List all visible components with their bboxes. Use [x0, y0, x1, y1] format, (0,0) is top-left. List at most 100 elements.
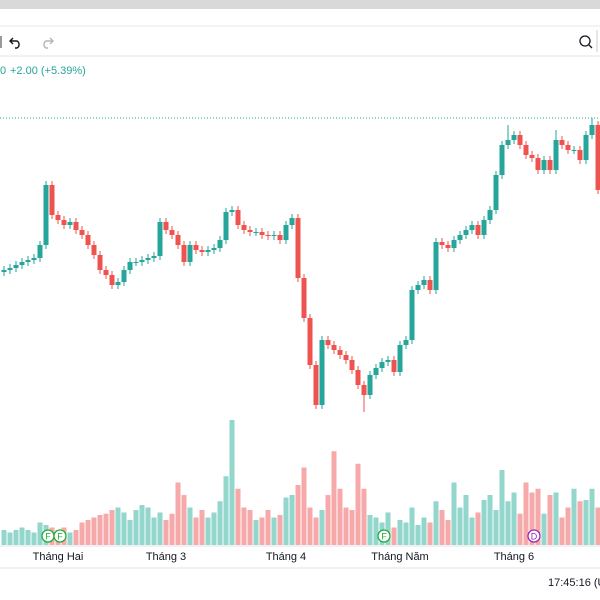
volume-bar [169, 513, 175, 545]
volume-bar [301, 467, 307, 545]
candle-body [199, 250, 205, 252]
candle-body [529, 155, 535, 158]
time-axis-label: Tháng 6 [494, 551, 534, 563]
candle-body [523, 145, 529, 155]
price-change: +2.00 (+5.39%) [10, 65, 86, 77]
candle-body [217, 240, 223, 248]
redo-button[interactable] [43, 37, 54, 49]
volume-bar [565, 507, 571, 545]
candle-body [175, 235, 181, 245]
candle-body [349, 360, 355, 370]
volume-bar [271, 517, 277, 545]
candle-body [121, 270, 127, 282]
candle-body [283, 225, 289, 240]
volume-bar [487, 495, 493, 545]
volume-bar [235, 488, 241, 545]
candle-body [259, 232, 265, 235]
volume-bar [259, 517, 265, 545]
candle-body [457, 235, 463, 240]
candle-body [583, 135, 589, 160]
candle-body [25, 260, 31, 262]
event-label: D [531, 531, 538, 541]
volume-bar [541, 513, 547, 545]
volume-bar [289, 495, 295, 545]
candle-body [451, 240, 457, 248]
candle-body [247, 230, 253, 232]
volume-bar [409, 507, 415, 545]
volume-bar [67, 532, 73, 545]
volume-bar [145, 507, 151, 545]
undo-button[interactable] [9, 37, 20, 49]
candle-body [343, 355, 349, 360]
candle-body [73, 222, 79, 230]
volume-bar [277, 515, 283, 545]
volume-bar [403, 522, 409, 545]
candle-body [403, 340, 409, 345]
candle-body [433, 242, 439, 290]
volume-bar [193, 517, 199, 545]
candle-body [13, 265, 19, 268]
candle-body [133, 262, 139, 263]
volume-bar [553, 492, 559, 545]
candle-body [151, 256, 157, 258]
volume-bar [13, 530, 19, 545]
volume-bar [481, 500, 487, 545]
volume-bar [559, 517, 565, 545]
candle-body [409, 290, 415, 340]
volume-bar [361, 488, 367, 545]
toolbar-edge [0, 36, 2, 48]
volume-bar [253, 520, 259, 545]
candle-body [499, 145, 505, 175]
candle-body [373, 368, 379, 375]
event-label: F [57, 531, 63, 541]
candle-body [7, 268, 13, 270]
candle-body [589, 125, 595, 135]
volume-bar [157, 512, 163, 545]
candle-body [253, 232, 259, 233]
volume-bar [397, 520, 403, 545]
candle-body [277, 235, 283, 240]
volume-bar [523, 482, 529, 545]
volume-bar [595, 507, 600, 545]
candle-body [139, 260, 145, 262]
volume-bar [493, 510, 499, 545]
candle-body [187, 245, 193, 262]
volume-bar [529, 492, 535, 545]
volume-bar [439, 510, 445, 545]
volume-bar [391, 527, 397, 545]
volume-bar [355, 463, 361, 545]
volume-bar [265, 510, 271, 545]
volume-bar [37, 522, 43, 545]
candle-body [241, 225, 247, 230]
candle-body [85, 235, 91, 245]
volume-bar [385, 512, 391, 545]
volume-bar [373, 517, 379, 545]
volume-bar [307, 507, 313, 545]
candle-body [391, 360, 397, 372]
volume-bar [109, 510, 115, 545]
candle-body [31, 258, 37, 260]
volume-bar [463, 495, 469, 545]
volume-bar [283, 497, 289, 545]
volume-bar [313, 517, 319, 545]
volume-bar [217, 501, 223, 545]
volume-bar [457, 507, 463, 545]
volume-bar [475, 512, 481, 545]
volume-bar [25, 530, 31, 545]
snapshot-button[interactable] [579, 35, 593, 49]
volume-bar [577, 501, 583, 545]
candle-body [547, 160, 553, 170]
candle-body [361, 385, 367, 395]
candle-body [127, 262, 133, 270]
volume-bar [325, 495, 331, 545]
candle-body [229, 210, 235, 212]
candle-body [1, 270, 7, 272]
volume-bar [433, 501, 439, 545]
candle-body [37, 245, 43, 258]
volume-bar [199, 510, 205, 545]
candle-body [145, 258, 151, 260]
candle-body [367, 375, 373, 395]
volume-bar [187, 507, 193, 545]
candle-body [541, 160, 547, 170]
